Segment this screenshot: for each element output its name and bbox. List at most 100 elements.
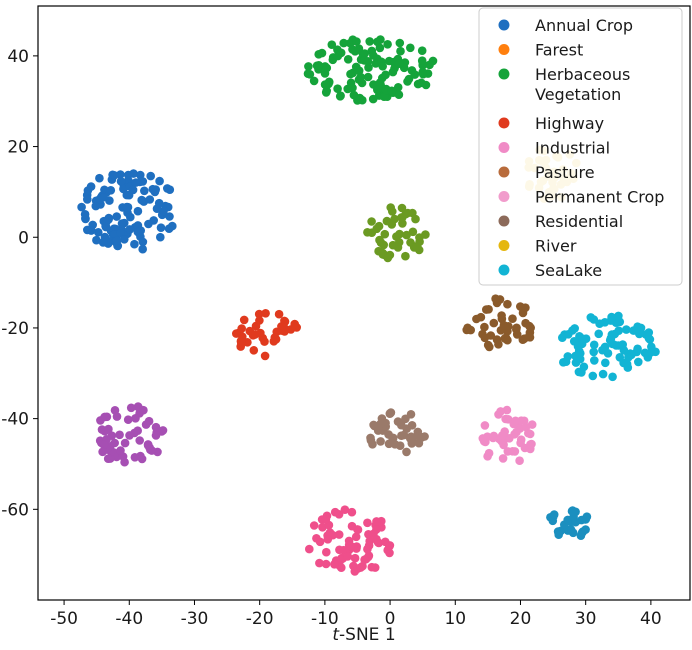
y-tick-label: -60: [1, 500, 29, 520]
scatter-point: [515, 456, 524, 466]
scatter-point: [363, 72, 373, 82]
scatter-point: [590, 356, 599, 365]
scatter-point: [383, 545, 393, 555]
scatter-point: [408, 227, 418, 237]
scatter-point: [415, 233, 424, 242]
legend-label: Farest: [535, 41, 583, 60]
scatter-point: [414, 438, 424, 448]
scatter-point: [549, 510, 559, 519]
scatter-point: [421, 80, 431, 90]
scatter-point: [158, 426, 168, 435]
scatter-point: [512, 427, 521, 437]
legend-marker: [498, 44, 510, 55]
scatter-point: [363, 544, 372, 554]
scatter-point: [260, 351, 270, 361]
scatter-point: [348, 83, 357, 93]
scatter-point: [125, 225, 135, 234]
scatter-point: [280, 323, 289, 333]
scatter-point: [159, 206, 168, 216]
scatter-point: [104, 424, 113, 434]
scatter-point: [112, 236, 122, 245]
scatter-point: [138, 177, 148, 186]
scatter-point: [340, 505, 350, 514]
scatter-point: [569, 337, 579, 346]
scatter-point: [418, 67, 428, 77]
x-tick-label: 10: [444, 609, 466, 629]
scatter-point: [165, 212, 174, 221]
scatter-point: [147, 446, 157, 455]
scatter-point: [130, 453, 140, 462]
scatter-point: [154, 198, 164, 208]
scatter-point: [367, 562, 377, 572]
scatter-point: [410, 70, 420, 79]
scatter-point: [98, 238, 108, 247]
scatter-point: [527, 420, 537, 429]
scatter-point: [314, 61, 324, 70]
scatter-point: [381, 70, 390, 80]
scatter-point: [376, 419, 385, 429]
scatter-point: [405, 434, 415, 443]
scatter-point: [347, 507, 357, 517]
scatter-point: [236, 336, 246, 346]
scatter-point: [239, 315, 249, 325]
scatter-point: [643, 329, 653, 339]
scatter-point: [388, 67, 398, 77]
scatter-point: [232, 329, 241, 338]
scatter-point: [322, 63, 332, 73]
scatter-point: [372, 224, 382, 234]
scatter-point: [327, 40, 337, 49]
scatter-point: [588, 371, 598, 381]
scatter-point: [254, 309, 264, 319]
scatter-point: [163, 184, 172, 193]
scatter-point: [412, 242, 422, 251]
scatter-point: [378, 62, 388, 71]
scatter-point: [395, 229, 404, 239]
scatter-point: [503, 335, 512, 345]
scatter-point: [379, 240, 389, 250]
scatter-point: [333, 51, 343, 61]
scatter-point: [482, 305, 491, 314]
scatter-point: [94, 228, 103, 237]
scatter-point: [110, 171, 119, 180]
scatter-point: [125, 431, 134, 440]
scatter-point: [512, 330, 522, 339]
scatter-point: [315, 537, 325, 547]
scatter-point: [526, 440, 535, 449]
scatter-point: [168, 221, 177, 231]
scatter-point: [321, 559, 331, 569]
scatter-point: [366, 436, 376, 445]
legend-label: SeaLake: [535, 261, 602, 280]
scatter-point: [363, 57, 373, 66]
scatter-point: [498, 454, 508, 463]
scatter-point: [373, 426, 383, 435]
scatter-point: [375, 78, 385, 87]
scatter-point: [139, 405, 148, 415]
scatter-point: [122, 202, 132, 212]
scatter-point: [363, 518, 372, 528]
scatter-point: [128, 185, 138, 195]
scatter-point: [484, 448, 494, 458]
scatter-point: [611, 341, 621, 350]
scatter-point: [505, 434, 514, 443]
scatter-point: [131, 414, 140, 423]
scatter-point: [130, 239, 139, 249]
legend-marker: [498, 240, 510, 251]
scatter-point: [624, 353, 633, 362]
scatter-point: [411, 214, 420, 224]
scatter-point: [126, 403, 136, 413]
scatter-point: [309, 76, 319, 86]
scatter-point: [384, 430, 393, 439]
legend-label: Residential: [535, 212, 623, 231]
scatter-point: [483, 340, 493, 350]
y-tick-label: 40: [7, 47, 29, 67]
scatter-point: [393, 83, 403, 92]
scatter-point: [303, 69, 313, 78]
scatter-point: [255, 316, 264, 325]
scatter-point: [77, 202, 86, 212]
scatter-point: [106, 186, 116, 195]
scatter-point: [99, 193, 108, 202]
scatter-point: [567, 506, 577, 516]
scatter-point: [116, 446, 125, 455]
scatter-point: [478, 434, 488, 443]
y-tick-label: -40: [1, 410, 29, 430]
